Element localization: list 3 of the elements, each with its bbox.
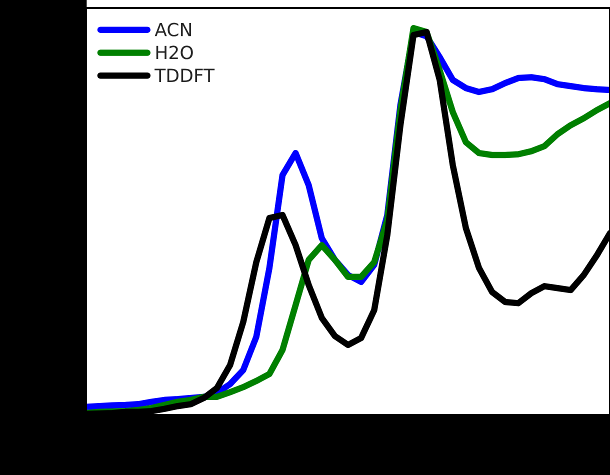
legend-label: ACN (154, 22, 191, 36)
legend-label: TDDFT (154, 68, 215, 82)
legend-label: H2O (156, 46, 193, 60)
